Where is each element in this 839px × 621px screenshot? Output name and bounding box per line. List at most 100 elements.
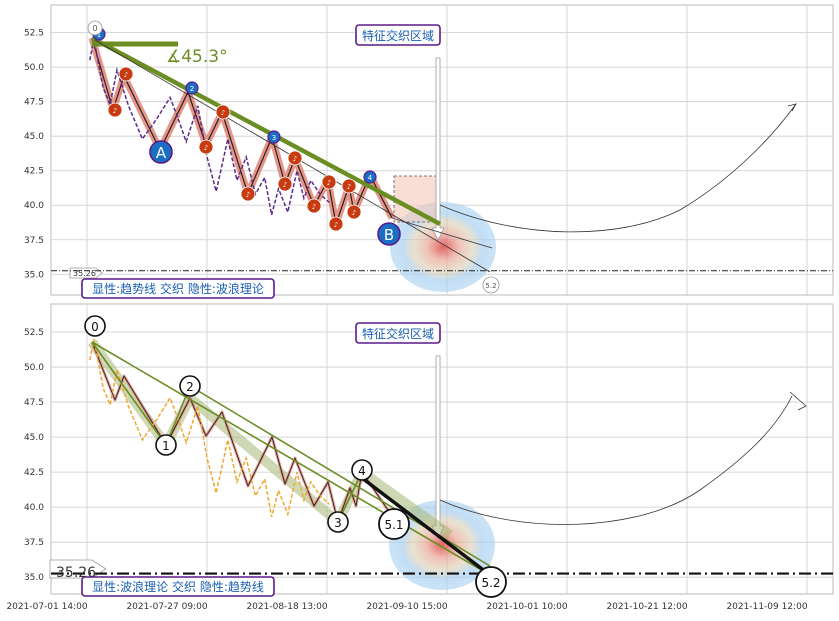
red-marker-glyph: ♪ — [293, 155, 297, 163]
target-zone — [390, 202, 496, 292]
y-tick-labels: 35.0 37.5 40.0 42.5 45.0 47.5 50.0 52.5 35.0 37.5… — [24, 29, 44, 584]
wave-0-marker — [84, 315, 106, 337]
blue-dot-label: 1 — [97, 31, 101, 39]
x-tick-label: 2021-08-18 13:00 — [246, 602, 327, 612]
wave-line-0-1 — [91, 341, 167, 446]
wave-4-label: 4 — [358, 464, 366, 478]
wave-3-marker — [327, 511, 349, 533]
projection-arrowhead-bottom — [789, 391, 807, 411]
y-tick-label: 45.0 — [24, 132, 44, 142]
blue-dot-label: 2 — [190, 85, 194, 93]
annotation-box-bottom — [355, 322, 441, 344]
red-marker-glyph: ♪ — [347, 183, 351, 191]
y-tick-label: 47.5 — [24, 98, 44, 108]
caption-bottom: 显性:波浪理论 交织 隐性:趋势线 — [92, 579, 264, 594]
top-panel-decor: ♪ ♪ ♪ ♪ ♪ ♪ ♪ ♪ ♪ ♪ ♪ ♪ 1 2 3 4 — [69, 27, 797, 292]
red-marker-1 — [118, 66, 134, 82]
y-tick-label: 52.5 — [24, 29, 44, 39]
zigzag-line-bottom — [91, 341, 393, 523]
main-trendline — [90, 36, 442, 226]
y-tick-label: 42.5 — [24, 468, 44, 478]
blue-dot-label: 3 — [272, 134, 276, 142]
y-tick-label: 47.5 — [24, 398, 44, 408]
y-tick-label: 37.5 — [24, 236, 44, 246]
caption-box-bottom — [81, 576, 275, 597]
wave-52-label: 5.2 — [481, 576, 500, 590]
red-marker-11 — [346, 204, 362, 220]
y-tick-label: 45.0 — [24, 433, 44, 443]
wave-A-label: A — [156, 144, 167, 162]
x-tick-label: 2021-10-01 10:00 — [486, 602, 567, 612]
caption-top: 显性:趋势线 交织 隐性:波浪理论 — [92, 281, 264, 296]
wave-52-marker — [475, 566, 507, 598]
wave-51-label: 5.1 — [384, 518, 403, 532]
shaded-box — [393, 175, 440, 223]
bottom-wave-labels: 0 1 2 3 4 5.1 5.2 — [84, 315, 507, 598]
price-series-top — [89, 39, 330, 216]
wave-1-marker — [155, 434, 177, 456]
red-marker-4 — [240, 186, 256, 202]
red-marker-5 — [277, 176, 293, 192]
y-tick-label: 40.0 — [24, 201, 44, 211]
red-marker-10 — [341, 178, 357, 194]
red-marker-glyph: ♪ — [221, 109, 225, 117]
x-tick-label: 2021-07-01 14:00 — [6, 602, 87, 612]
wave-0-label: 0 — [91, 320, 99, 334]
red-marker-glyph: ♪ — [113, 107, 117, 115]
annotation-text-bottom: 特征交织区域 — [362, 326, 434, 341]
blue-wave-dots: 1 2 3 4 — [92, 27, 377, 184]
y-tick-label: 35.0 — [24, 270, 44, 280]
wave-line-4-5 — [360, 476, 492, 577]
y-tick-label: 52.5 — [24, 328, 44, 338]
red-marker-6 — [287, 150, 303, 166]
red-marker-glyph: ♪ — [327, 179, 331, 187]
target-zone-bottom — [389, 500, 495, 590]
red-marker-glyph: ♪ — [334, 221, 338, 229]
angle-label: ∡45.3° — [166, 47, 228, 67]
red-marker-9 — [328, 216, 344, 232]
wave-B-marker — [377, 222, 401, 246]
wave-51-marker — [378, 508, 410, 540]
wave-4-marker — [351, 459, 373, 481]
red-marker-glyph: ♪ — [204, 144, 208, 152]
wave-0-label-top: 0 — [92, 24, 97, 33]
projection-arrowhead — [787, 103, 797, 112]
x-tick-label: 2021-11-09 12:00 — [726, 602, 807, 612]
wave-2-marker — [179, 375, 201, 397]
red-marker-3 — [215, 104, 231, 120]
wave-line-0-5 — [91, 341, 491, 576]
wave-0-marker-top — [87, 20, 103, 36]
wave-A-marker — [149, 140, 173, 164]
annotation-box-top — [355, 24, 441, 46]
x-tick-labels: 2021-07-01 14:00 2021-07-27 09:00 2021-08-… — [6, 602, 807, 612]
level-label-top: 35.26 — [73, 269, 96, 278]
y-tick-label: 50.0 — [24, 63, 44, 73]
blue-dot-2 — [185, 81, 199, 95]
top-wave-labels: 0 A B 5.2 — [87, 20, 500, 294]
red-marker-0 — [107, 102, 123, 118]
x-tick-label: 2021-07-27 09:00 — [126, 602, 207, 612]
red-marker-glyph: ♪ — [246, 191, 250, 199]
price-series-bottom — [89, 338, 330, 518]
x-tick-label: 2021-09-10 15:00 — [366, 602, 447, 612]
y-tick-label: 35.0 — [24, 573, 44, 583]
red-marker-2 — [198, 139, 214, 155]
down-arrow — [431, 57, 445, 241]
annotation-text-top: 特征交织区域 — [362, 28, 434, 43]
x-tick-label: 2021-10-21 12:00 — [606, 602, 687, 612]
bottom-panel-frame — [50, 303, 834, 595]
wave-52-marker-top — [482, 276, 500, 294]
red-marker-glyph: ♪ — [283, 181, 287, 189]
wave-B-label: B — [384, 226, 394, 244]
blue-dot-3 — [267, 130, 281, 144]
red-marker-8 — [321, 174, 337, 190]
caption-box-top — [81, 278, 275, 299]
wave-3-label: 3 — [334, 516, 342, 530]
wave-1-label: 1 — [162, 439, 170, 453]
projection-curve — [439, 103, 797, 233]
bottom-panel-decor — [49, 338, 807, 590]
red-marker-glyph: ♪ — [124, 71, 128, 79]
y-tick-label: 37.5 — [24, 538, 44, 548]
y-tick-label: 50.0 — [24, 363, 44, 373]
red-marker-glyph: ♪ — [312, 203, 316, 211]
